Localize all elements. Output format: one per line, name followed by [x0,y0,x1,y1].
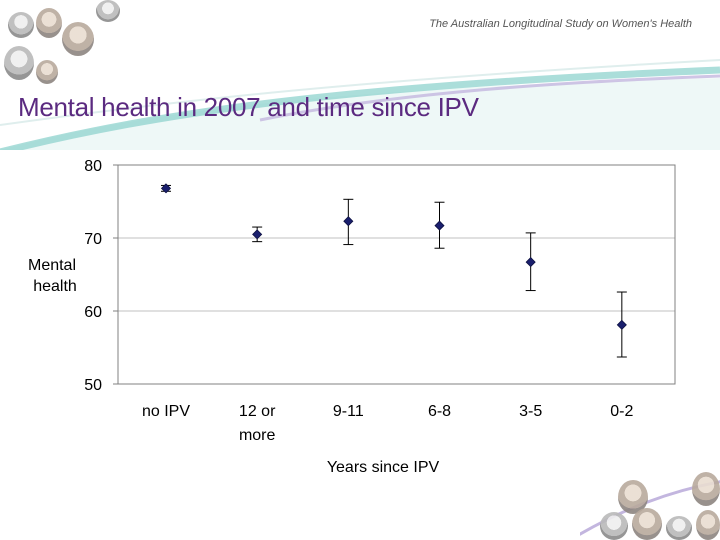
portrait-photo [36,8,62,38]
page-title: Mental health in 2007 and time since IPV [18,92,479,122]
portrait-photo [666,516,692,540]
data-point-marker [343,216,354,227]
y-tick-label: 60 [84,304,102,321]
gridlines [118,237,675,312]
portrait-photo [96,0,120,22]
data-point-marker [616,319,627,330]
portrait-photo [696,510,720,540]
portrait-photo [632,508,662,540]
x-axis-title: Years since IPV [327,459,440,476]
x-tick-label: 3-5 [519,403,542,420]
x-tick-label: 0-2 [610,403,633,420]
data-point-marker [525,257,536,268]
y-axis-title-line-1: Mental [28,257,76,274]
portrait-photo [8,12,34,38]
header-band: The Australian Longitudinal Study on Wom… [0,0,720,150]
data-points [160,183,627,358]
portrait-photo [62,22,94,56]
y-tick-label: 80 [84,158,102,175]
y-axis-title-line-2: health [33,278,77,295]
y-axis-ticks: 50 60 70 80 [84,158,118,394]
x-tick-label: 9-11 [333,403,364,420]
portrait-photo [36,60,58,84]
data-point-marker [160,183,172,194]
plot-area [117,164,676,385]
header-swoosh [0,59,720,150]
header-subtitle: The Australian Longitudinal Study on Wom… [429,18,692,30]
y-tick-label: 70 [84,231,102,248]
footer-photos [580,470,720,540]
x-tick-label: no IPV [142,403,190,420]
y-tick-label: 50 [84,377,102,394]
x-axis-labels: no IPV 12 or more 9-11 6-8 3-5 0-2 [142,403,634,444]
x-tick-label: 6-8 [428,403,451,420]
x-tick-label: more [239,427,276,444]
data-point-marker [434,220,445,231]
x-tick-label: 12 or [239,403,276,420]
portrait-photo [600,512,628,540]
portrait-photo [692,472,720,506]
portrait-photo [4,46,34,80]
data-point-marker [252,229,263,240]
